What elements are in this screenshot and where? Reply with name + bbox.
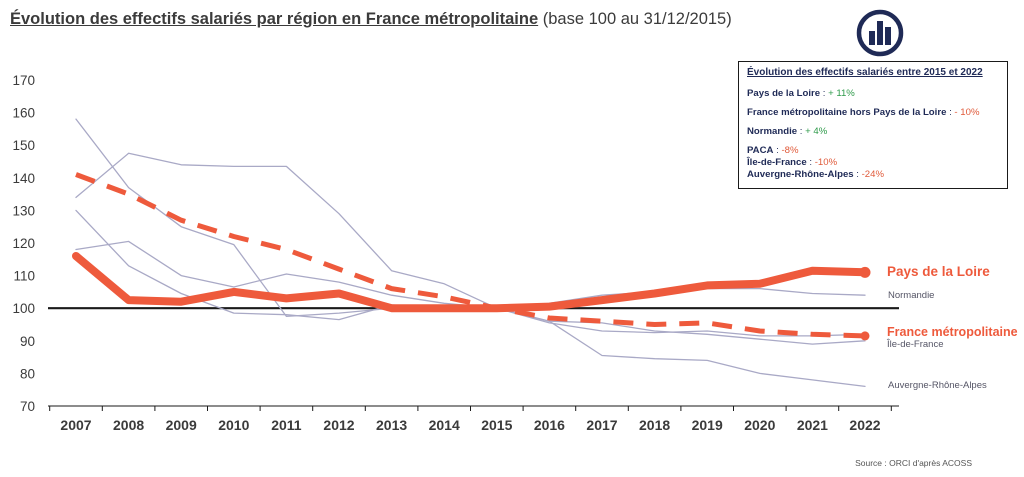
x-tick-label: 2008: [113, 417, 144, 433]
series-line: [72, 252, 869, 313]
info-row-value: - 10%: [954, 107, 980, 118]
series-label-auvergne-rhone-alpes: Auvergne-Rhône-Alpes: [888, 380, 987, 391]
y-tick-label: 140: [12, 171, 35, 186]
info-row: France métropolitaine hors Pays de la Lo…: [747, 107, 999, 119]
series-end-marker: [859, 266, 871, 278]
info-row-label: Île-de-France: [747, 157, 807, 168]
y-tick-label: 160: [12, 106, 35, 121]
y-tick-label: 150: [12, 138, 35, 153]
y-tick-label: 110: [13, 269, 35, 284]
x-tick-label: 2021: [797, 417, 828, 433]
series-label-ile-de-france: Île-de-France: [886, 339, 944, 350]
x-tick-label: 2014: [429, 417, 460, 433]
info-row-label: Pays de la Loire: [747, 88, 821, 99]
info-row: PACA : -8%: [747, 145, 999, 157]
info-box-title: Évolution des effectifs salariés entre 2…: [747, 67, 983, 78]
info-row: Normandie : + 4%: [747, 126, 999, 138]
info-row-separator: :: [820, 88, 829, 99]
info-row-separator: :: [946, 107, 955, 118]
y-tick-label: 120: [12, 236, 35, 251]
x-tick-label: 2016: [534, 417, 565, 433]
y-tick-label: 90: [20, 334, 35, 349]
x-tick-label: 2019: [692, 417, 723, 433]
info-row: Auvergne-Rhône-Alpes : -24%: [747, 169, 999, 181]
x-tick-label: 2010: [218, 417, 249, 433]
info-row-value: -10%: [814, 157, 838, 168]
info-row-label: PACA: [747, 145, 774, 156]
info-row: Pays de la Loire : + 11%: [747, 88, 999, 100]
series-end-marker: [860, 331, 870, 341]
info-row-separator: :: [853, 169, 862, 180]
series-label-france-metropolitaine: France métropolitaine: [887, 325, 1018, 339]
x-tick-label: 2020: [744, 417, 775, 433]
chart-title-sub: (base 100 au 31/12/2015): [538, 10, 732, 28]
series-line: [75, 152, 866, 337]
info-row-label: France métropolitaine hors Pays de la Lo…: [747, 107, 947, 118]
info-row-label: Auvergne-Rhône-Alpes: [747, 169, 854, 180]
x-tick-label: 2012: [323, 417, 354, 433]
x-tick-label: 2007: [60, 417, 91, 433]
y-tick-label: 170: [12, 73, 35, 88]
chart-title: Évolution des effectifs salariés par rég…: [10, 10, 732, 29]
series-label-pays-de-la-loire: Pays de la Loire: [887, 264, 990, 279]
info-row-separator: :: [797, 126, 806, 137]
info-row-value: + 11%: [828, 88, 855, 99]
series-line: [75, 172, 866, 339]
series-line: [75, 209, 866, 345]
info-row-separator: :: [806, 157, 815, 168]
source-note: Source : ORCI d'après ACOSS: [855, 458, 972, 468]
x-tick-label: 2022: [849, 417, 880, 433]
x-tick-label: 2015: [481, 417, 512, 433]
logo-icon: [856, 9, 904, 57]
x-tick-label: 2013: [376, 417, 407, 433]
x-tick-label: 2009: [166, 417, 197, 433]
info-box: Évolution des effectifs salariés entre 2…: [738, 61, 1008, 189]
series-label-normandie: Normandie: [888, 290, 934, 301]
y-tick-label: 70: [20, 399, 35, 414]
info-row-value: -8%: [781, 145, 799, 156]
chart-title-main: Évolution des effectifs salariés par rég…: [10, 10, 539, 28]
y-tick-label: 100: [12, 301, 35, 316]
y-tick-label: 80: [20, 366, 35, 381]
info-row-value: + 4%: [805, 126, 828, 137]
info-row-label: Normandie: [747, 126, 798, 137]
x-tick-label: 2017: [586, 417, 617, 433]
info-row-value: -24%: [861, 169, 885, 180]
info-row-separator: :: [773, 145, 782, 156]
x-tick-label: 2018: [639, 417, 670, 433]
x-tick-label: 2011: [271, 417, 302, 433]
y-tick-label: 130: [12, 203, 35, 218]
info-row: Île-de-France : -10%: [747, 157, 999, 169]
